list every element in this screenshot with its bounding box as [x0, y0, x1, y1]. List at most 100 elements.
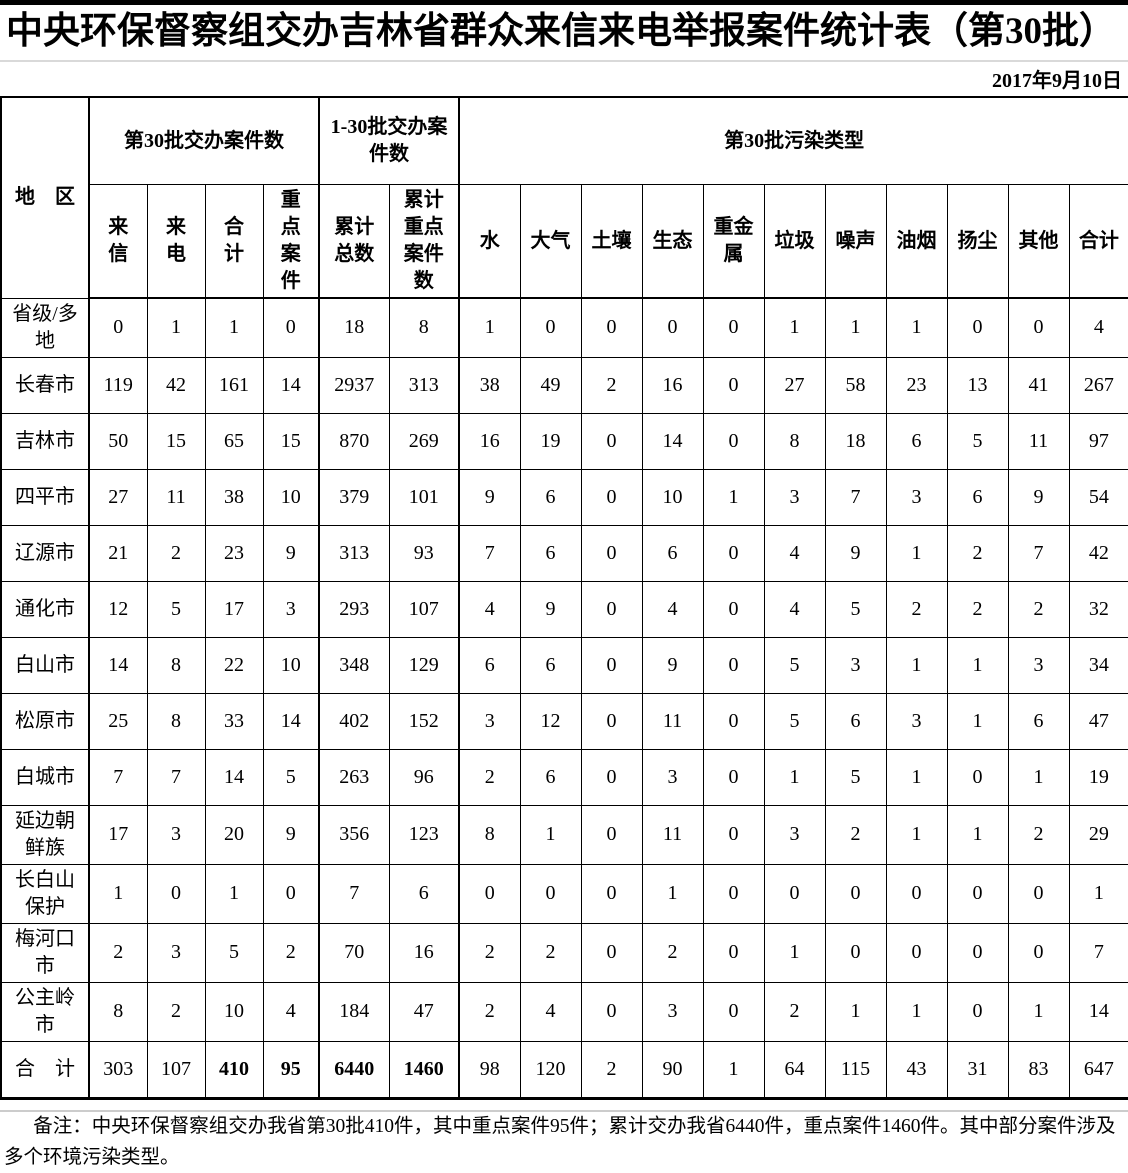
footer-note: 备注：中央环保督察组交办我省第30批410件，其中重点案件95件；累计交办我省6… — [4, 1115, 1116, 1168]
value-cell: 54 — [1068, 468, 1128, 526]
table-row: 省级/多地 0 1 1 0 18 8 1 0 0 0 0 1 1 1 0 0 4 — [0, 297, 1128, 358]
value-cell: 123 — [388, 804, 460, 865]
value-cell: 5 — [824, 580, 887, 638]
value-cell: 0 — [641, 297, 704, 358]
value-cell: 1 — [946, 692, 1009, 750]
value-cell: 1 — [204, 863, 264, 924]
value-cell: 0 — [702, 636, 765, 694]
value-cell: 1 — [946, 636, 1009, 694]
value-cell: 119 — [88, 356, 148, 414]
value-cell: 3 — [641, 748, 704, 806]
value-cell: 19 — [1068, 748, 1128, 806]
column-header: 重点案件 — [262, 184, 320, 300]
value-cell: 0 — [885, 922, 948, 983]
value-cell: 9 — [641, 636, 704, 694]
value-cell: 0 — [702, 981, 765, 1042]
total-row: 合 计 303 107 410 95 6440 1460 98 120 2 90 1 64 115 43 31… — [0, 1040, 1128, 1099]
value-cell: 4 — [763, 580, 826, 638]
value-cell: 120 — [519, 1040, 582, 1099]
value-cell: 2937 — [318, 356, 390, 414]
value-cell: 93 — [388, 524, 460, 582]
value-cell: 9 — [262, 804, 320, 865]
column-group-header: 第30批污染类型 — [458, 96, 1128, 186]
region-cell: 松原市 — [0, 692, 90, 750]
value-cell: 1 — [763, 748, 826, 806]
top-black-bar — [0, 0, 1128, 5]
value-cell: 0 — [702, 748, 765, 806]
column-header: 累计重点案件数 — [388, 184, 460, 300]
value-cell: 14 — [262, 692, 320, 750]
value-cell: 5 — [763, 692, 826, 750]
value-cell: 1 — [885, 748, 948, 806]
value-cell: 8 — [763, 412, 826, 470]
value-cell: 313 — [318, 524, 390, 582]
value-cell: 107 — [388, 580, 460, 638]
value-cell: 5 — [146, 580, 206, 638]
table-row: 长春市 119 42 161 14 2937 313 38 49 2 16 0 27 58 23 13 41 26… — [0, 356, 1128, 414]
value-cell: 0 — [702, 356, 765, 414]
value-cell: 0 — [885, 863, 948, 924]
region-cell: 白山市 — [0, 636, 90, 694]
value-cell: 1 — [824, 297, 887, 358]
region-cell: 白城市 — [0, 748, 90, 806]
value-cell: 4 — [641, 580, 704, 638]
value-cell: 7 — [146, 748, 206, 806]
value-cell: 2 — [1007, 580, 1070, 638]
column-header: 扬尘 — [946, 184, 1009, 300]
value-cell: 1 — [885, 636, 948, 694]
value-cell: 9 — [458, 468, 521, 526]
value-cell: 3 — [146, 804, 206, 865]
value-cell: 7 — [458, 524, 521, 582]
value-cell: 129 — [388, 636, 460, 694]
value-cell: 0 — [458, 863, 521, 924]
value-cell: 269 — [388, 412, 460, 470]
value-cell: 2 — [946, 524, 1009, 582]
value-cell: 10 — [262, 468, 320, 526]
value-cell: 0 — [88, 297, 148, 358]
table-row: 辽源市 21 2 23 9 313 93 7 6 0 6 0 4 9 1 2 7 42 — [0, 524, 1128, 582]
value-cell: 29 — [1068, 804, 1128, 865]
value-cell: 1 — [1007, 981, 1070, 1042]
value-cell: 0 — [580, 412, 643, 470]
value-cell: 0 — [702, 297, 765, 358]
value-cell: 98 — [458, 1040, 521, 1099]
value-cell: 18 — [318, 297, 390, 358]
column-header: 累计总数 — [318, 184, 390, 300]
value-cell: 0 — [519, 863, 582, 924]
value-cell: 42 — [1068, 524, 1128, 582]
value-cell: 11 — [146, 468, 206, 526]
value-cell: 16 — [388, 922, 460, 983]
column-header: 油烟 — [885, 184, 948, 300]
column-group-header: 第30批交办案件数 — [88, 96, 320, 186]
value-cell: 6 — [946, 468, 1009, 526]
value-cell: 2 — [88, 922, 148, 983]
value-cell: 6 — [824, 692, 887, 750]
value-cell: 9 — [262, 524, 320, 582]
value-cell: 95 — [262, 1040, 320, 1099]
value-cell: 263 — [318, 748, 390, 806]
value-cell: 1 — [1007, 748, 1070, 806]
value-cell: 25 — [88, 692, 148, 750]
value-cell: 18 — [824, 412, 887, 470]
value-cell: 2 — [1007, 804, 1070, 865]
value-cell: 356 — [318, 804, 390, 865]
value-cell: 5 — [262, 748, 320, 806]
region-cell: 延边朝鲜族 — [0, 804, 90, 865]
value-cell: 3 — [1007, 636, 1070, 694]
value-cell: 0 — [946, 863, 1009, 924]
value-cell: 184 — [318, 981, 390, 1042]
region-cell: 辽源市 — [0, 524, 90, 582]
value-cell: 313 — [388, 356, 460, 414]
column-header: 生态 — [641, 184, 704, 300]
value-cell: 0 — [702, 412, 765, 470]
value-cell: 1 — [885, 981, 948, 1042]
value-cell: 1 — [88, 863, 148, 924]
value-cell: 7 — [88, 748, 148, 806]
value-cell: 10 — [204, 981, 264, 1042]
column-header: 噪声 — [824, 184, 887, 300]
value-cell: 8 — [388, 297, 460, 358]
value-cell: 47 — [1068, 692, 1128, 750]
value-cell: 0 — [702, 524, 765, 582]
table-row: 延边朝鲜族 17 3 20 9 356 123 8 1 0 11 0 3 2 1 1 2 29 — [0, 804, 1128, 865]
value-cell: 83 — [1007, 1040, 1070, 1099]
